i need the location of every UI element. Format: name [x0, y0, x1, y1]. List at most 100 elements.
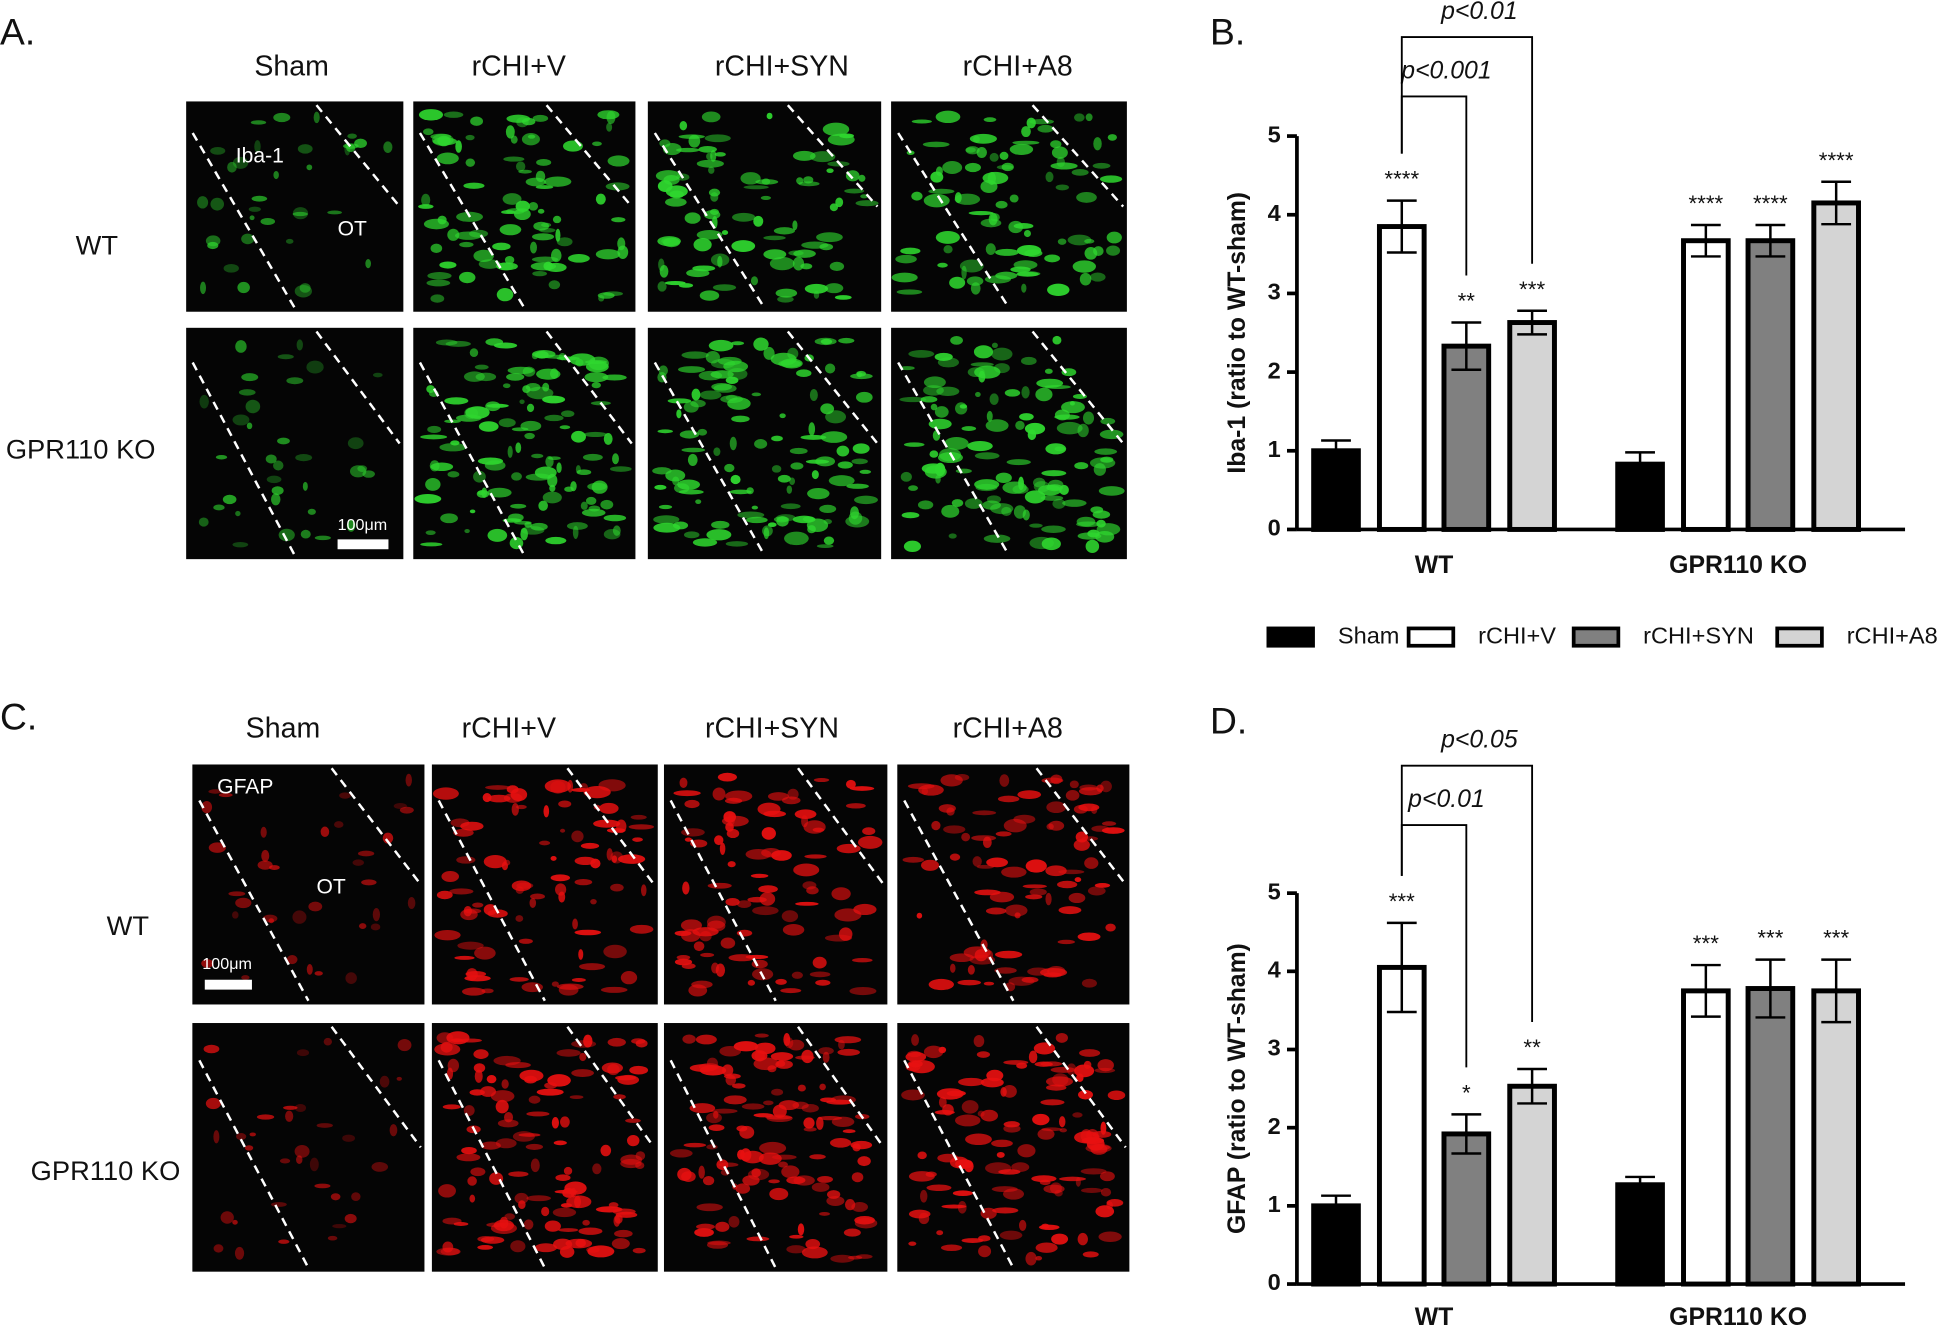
cell-signal [978, 1245, 992, 1258]
cell-signal [510, 503, 527, 509]
cell-signal [710, 1108, 738, 1114]
cell-signal [1004, 389, 1021, 397]
cell-signal [372, 907, 381, 922]
cell-signal [805, 1239, 821, 1250]
panel-label: A. [0, 10, 35, 52]
cell-signal [797, 1084, 806, 1092]
bar [1745, 238, 1796, 532]
cell-signal [498, 418, 516, 428]
cell-signal [1000, 1087, 1007, 1097]
cell-signal [801, 1049, 814, 1064]
cell-signal [346, 144, 356, 152]
cell-signal [936, 386, 960, 397]
cell-signal [983, 534, 1011, 543]
cell-signal [521, 117, 536, 126]
cell-signal [220, 1211, 234, 1224]
comparison-label: p<0.001 [1400, 57, 1491, 84]
cell-signal [815, 979, 831, 986]
cell-signal [725, 376, 739, 384]
cell-signal [579, 1052, 587, 1062]
cell-signal [1089, 272, 1106, 282]
cell-signal [725, 822, 734, 832]
cell-signal [559, 425, 571, 430]
cell-signal [525, 177, 546, 187]
cell-signal [526, 1111, 550, 1117]
cell-signal [241, 373, 259, 382]
cell-signal [957, 979, 982, 986]
cell-signal [766, 112, 773, 120]
cell-signal [358, 923, 367, 929]
cell-signal [792, 220, 798, 231]
cell-signal [816, 1116, 824, 1130]
cell-signal [771, 1088, 784, 1096]
cell-signal [812, 956, 827, 969]
cell-signal [727, 861, 736, 868]
cell-signal [273, 171, 279, 180]
cell-signal [456, 856, 476, 864]
cell-signal [532, 233, 555, 241]
cell-signal [986, 495, 1002, 504]
cell-signal [905, 1051, 927, 1062]
cell-signal [313, 111, 320, 124]
bar [1441, 1131, 1492, 1287]
cell-signal [834, 1036, 862, 1044]
cell-signal [583, 1034, 593, 1048]
cell-signal [916, 912, 923, 919]
cell-signal [530, 1158, 540, 1173]
cell-signal [948, 533, 957, 539]
cell-signal [715, 963, 726, 977]
cell-signal [1015, 420, 1025, 430]
cell-signal [731, 240, 756, 252]
cell-signal [606, 110, 616, 124]
stain-label: GFAP [217, 776, 273, 799]
cell-signal [951, 499, 964, 507]
cell-signal [972, 856, 982, 867]
cell-signal [848, 1255, 863, 1260]
cell-signal [655, 170, 681, 182]
cell-signal [706, 1112, 722, 1124]
cell-signal [819, 243, 834, 251]
cell-signal [351, 1192, 361, 1202]
cell-signal [1050, 140, 1062, 149]
cell-signal [610, 883, 624, 892]
cell-signal [1093, 137, 1102, 151]
cell-signal [763, 235, 786, 241]
cell-signal [991, 347, 1013, 361]
cell-signal [486, 403, 509, 408]
cell-signal [690, 399, 706, 408]
cell-signal [723, 1095, 747, 1105]
cell-signal [737, 1149, 745, 1160]
cell-signal [973, 1035, 985, 1048]
cell-signal [354, 138, 367, 148]
cell-signal [795, 901, 819, 906]
cell-signal [985, 419, 1009, 432]
cell-signal [753, 1113, 774, 1118]
cell-signal [1025, 859, 1047, 873]
cell-signal [382, 832, 394, 844]
cell-signal [779, 413, 786, 419]
cell-signal [198, 517, 209, 527]
cell-signal [558, 800, 572, 808]
cell-signal [995, 831, 1012, 837]
cell-signal [811, 1182, 830, 1192]
cell-signal [257, 860, 273, 870]
scale-bar [204, 979, 252, 990]
cell-signal [727, 813, 735, 826]
cell-signal [784, 1037, 794, 1049]
cell-signal [976, 864, 995, 869]
cell-signal [463, 371, 485, 382]
cell-signal [712, 787, 726, 801]
cell-signal [1017, 790, 1042, 799]
cell-signal [921, 859, 940, 871]
significance-label: *** [1693, 931, 1719, 956]
tract-boundary [796, 1026, 885, 1149]
cell-signal [505, 125, 515, 139]
cell-signal [487, 487, 512, 498]
cell-signal [515, 442, 522, 454]
cell-signal [246, 422, 253, 430]
cell-signal [704, 134, 731, 143]
cell-signal [823, 536, 835, 545]
cell-signal [560, 828, 566, 833]
cell-signal [972, 810, 997, 816]
column-header: Sham [254, 51, 329, 83]
